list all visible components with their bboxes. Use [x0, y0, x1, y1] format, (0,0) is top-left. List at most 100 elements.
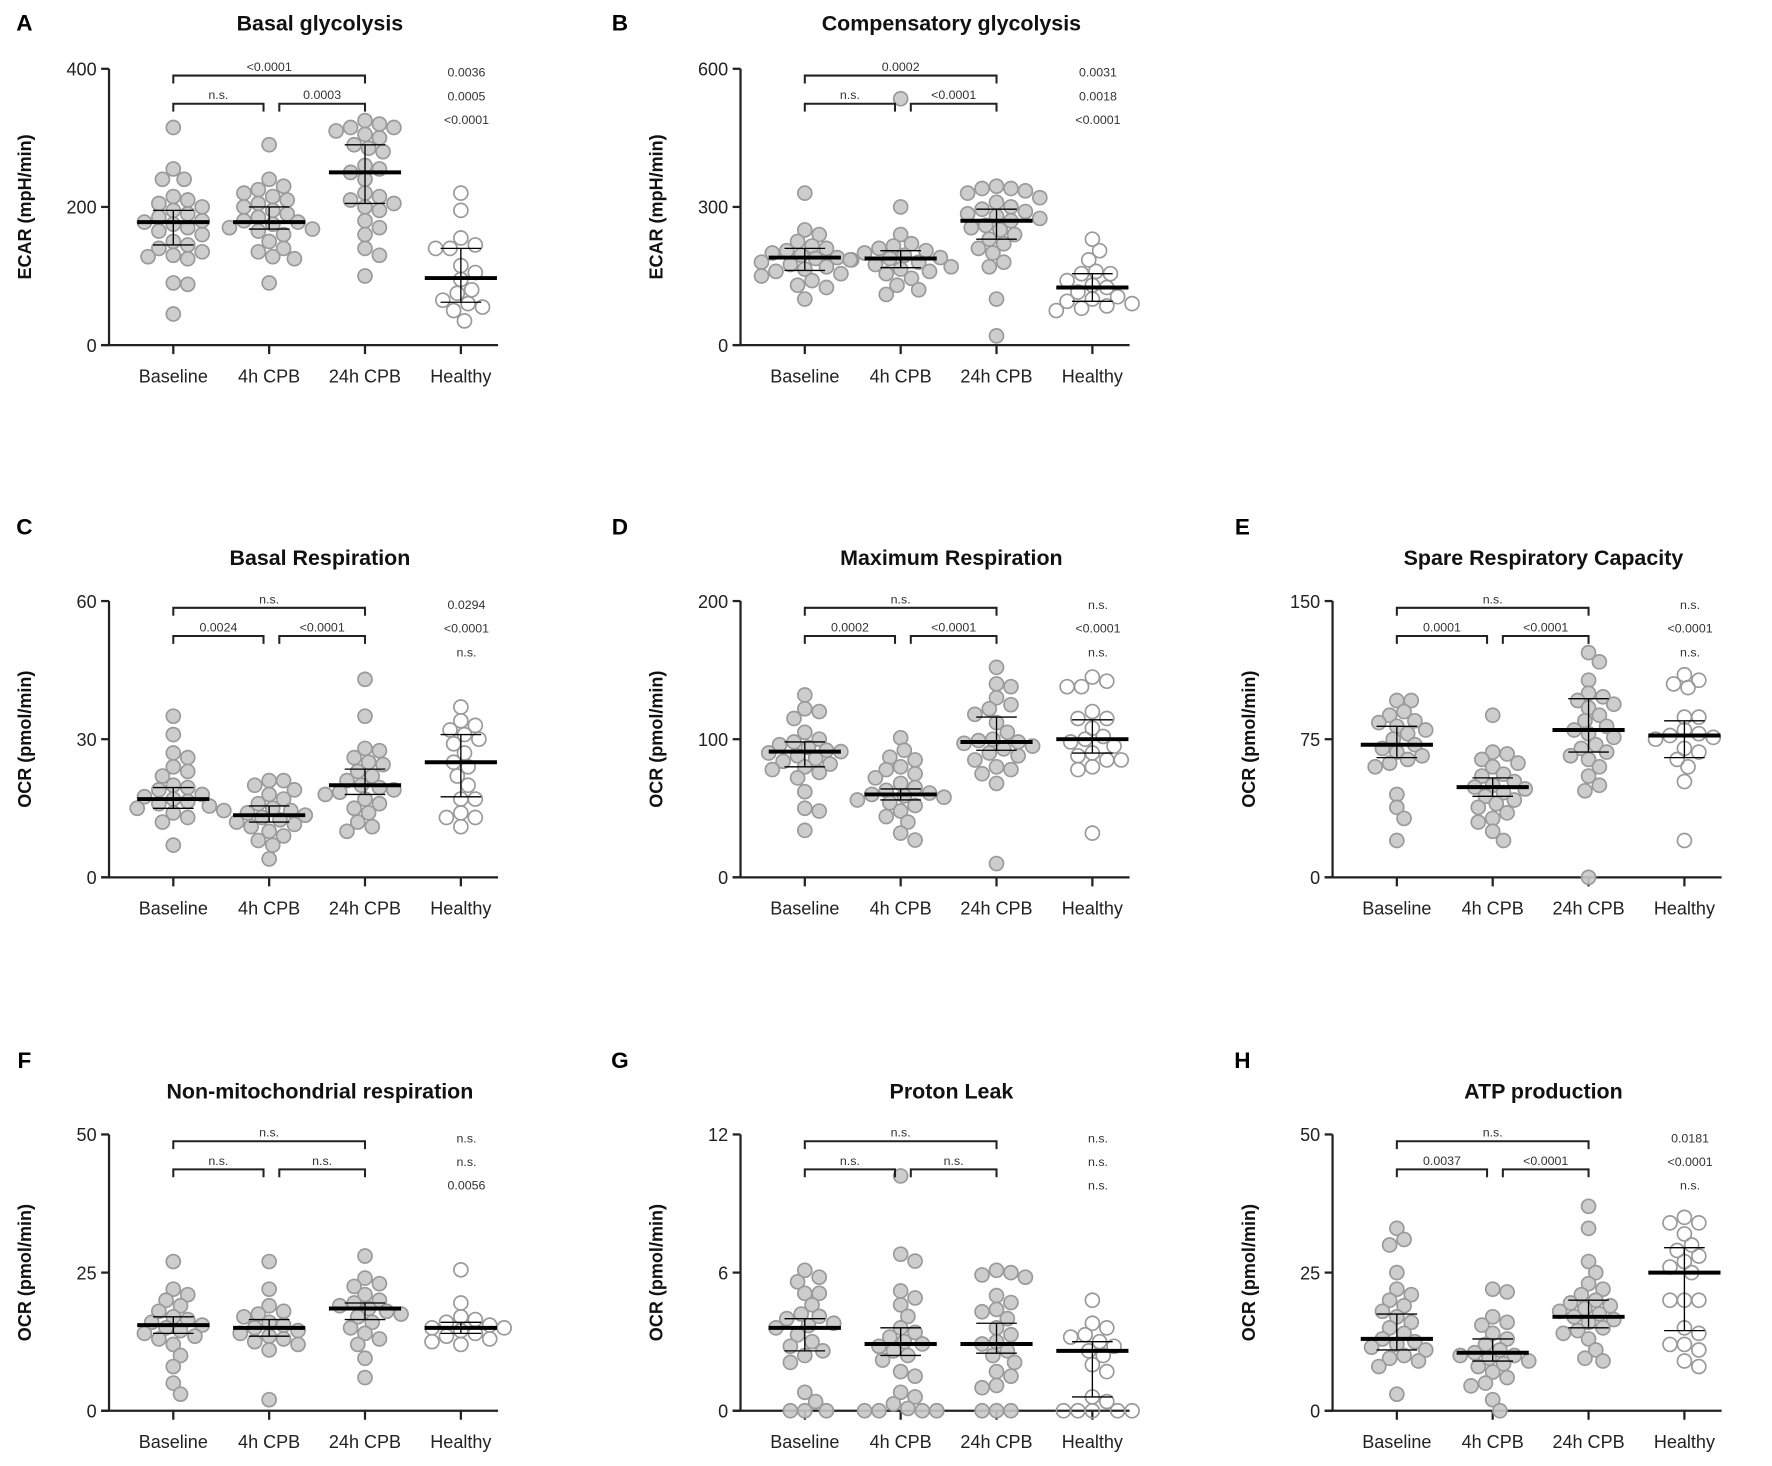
panel-title: Proton Leak [890, 1079, 1014, 1103]
y-axis-label: ECAR (mpH/min) [15, 134, 35, 279]
data-point [1098, 752, 1115, 768]
data-point [892, 1363, 909, 1380]
y-axis-label: OCR (pmol/min) [15, 1204, 35, 1341]
x-tick-label: Baseline [139, 366, 208, 386]
panel-title: Basal Respiration [229, 546, 410, 570]
data-point [1088, 263, 1104, 280]
bracket-baseline-24h-pvalue: n.s. [1483, 1126, 1503, 1140]
data-point [1381, 1350, 1398, 1367]
data-point [896, 742, 913, 759]
data-point [165, 119, 182, 136]
group-baseline [760, 687, 849, 839]
data-point [811, 803, 828, 819]
x-tick-label: Baseline [1362, 1432, 1431, 1452]
data-point [1587, 1264, 1604, 1281]
data-point [371, 1331, 388, 1347]
data-point [371, 130, 388, 146]
data-point [179, 793, 196, 810]
data-point [342, 1320, 359, 1336]
data-point [1414, 747, 1430, 764]
y-axis-label: OCR (pmol/min) [1239, 671, 1259, 808]
healthy-pvalue: n.s. [1680, 1179, 1700, 1193]
bracket-baseline-24h-pvalue: 0.0002 [882, 60, 920, 74]
data-point [176, 171, 192, 188]
data-point [907, 797, 923, 814]
data-point [753, 254, 770, 271]
data-point [995, 741, 1012, 757]
group-24h-cpb [1552, 644, 1625, 886]
data-point [165, 306, 182, 322]
bracket-baseline-24h [1395, 1140, 1590, 1150]
data-point [1580, 1198, 1597, 1215]
data-point [386, 119, 402, 136]
data-point [449, 285, 466, 302]
data-point [856, 1402, 873, 1419]
bracket-baseline-4h [172, 635, 265, 644]
data-point [1084, 1292, 1101, 1309]
data-point [1452, 1347, 1469, 1364]
data-point [1470, 799, 1487, 816]
data-point [179, 763, 196, 780]
group-healthy [1648, 1209, 1721, 1375]
data-point [1691, 1342, 1707, 1358]
data-point [1124, 1402, 1140, 1419]
data-point [165, 188, 182, 205]
data-point [796, 222, 813, 238]
data-point [467, 237, 484, 253]
data-point [936, 789, 952, 806]
y-tick-label: 25 [1300, 1263, 1320, 1283]
data-point [1662, 1336, 1678, 1353]
data-point [900, 1400, 916, 1417]
data-point [1031, 189, 1048, 206]
y-axis-label: ECAR (mpH/min) [647, 134, 667, 279]
data-point [1003, 761, 1019, 778]
data-point [867, 770, 884, 786]
data-point [1669, 751, 1686, 768]
data-point [1499, 746, 1515, 762]
data-point [1389, 1386, 1405, 1403]
data-point [264, 202, 281, 219]
data-point [371, 202, 388, 219]
data-point [1031, 210, 1048, 227]
data-point [1055, 1402, 1072, 1419]
x-tick-label: 24h CPB [329, 366, 401, 386]
bracket-4h-24h [909, 102, 998, 112]
data-point [811, 1285, 828, 1302]
bracket-baseline-24h-pvalue: n.s. [891, 1126, 911, 1140]
data-point [331, 784, 348, 800]
data-point [1474, 1317, 1490, 1333]
data-point [811, 1269, 828, 1286]
data-point [1484, 707, 1501, 724]
data-point [963, 219, 980, 236]
data-point [1017, 1269, 1034, 1286]
y-tick-label: 0 [87, 1402, 97, 1422]
panel-letter: D [612, 515, 628, 540]
panel-letter: E [1235, 515, 1250, 540]
data-point [1403, 692, 1420, 709]
bracket-baseline-4h-pvalue: n.s. [840, 88, 860, 102]
data-point [988, 1402, 1005, 1419]
data-point [357, 240, 373, 257]
data-point [1417, 722, 1434, 738]
data-point [885, 1395, 902, 1412]
data-point [1062, 734, 1079, 750]
data-point [796, 1384, 813, 1401]
data-point [1389, 786, 1405, 803]
bracket-baseline-24h-pvalue: n.s. [259, 592, 279, 606]
data-point [165, 726, 182, 743]
group-4h-cpb [1452, 1281, 1537, 1419]
data-point [467, 809, 484, 826]
data-point [988, 178, 1005, 195]
data-point [1084, 1402, 1101, 1419]
data-point [974, 1303, 990, 1320]
data-point [349, 1336, 366, 1353]
group-24h-cpb [328, 1248, 409, 1386]
data-point [339, 823, 355, 840]
data-point [1098, 1393, 1115, 1410]
data-point [151, 782, 167, 798]
y-tick-label: 0 [1310, 1402, 1320, 1422]
data-point [967, 706, 983, 723]
x-tick-label: Baseline [1362, 899, 1431, 919]
data-point [1098, 1320, 1115, 1336]
data-point [796, 700, 813, 717]
